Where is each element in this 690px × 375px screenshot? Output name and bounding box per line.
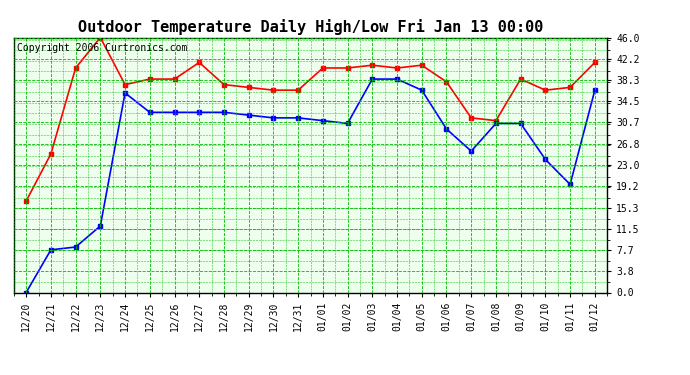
Title: Outdoor Temperature Daily High/Low Fri Jan 13 00:00: Outdoor Temperature Daily High/Low Fri J… [78, 19, 543, 35]
Text: Copyright 2006 Curtronics.com: Copyright 2006 Curtronics.com [17, 43, 187, 52]
